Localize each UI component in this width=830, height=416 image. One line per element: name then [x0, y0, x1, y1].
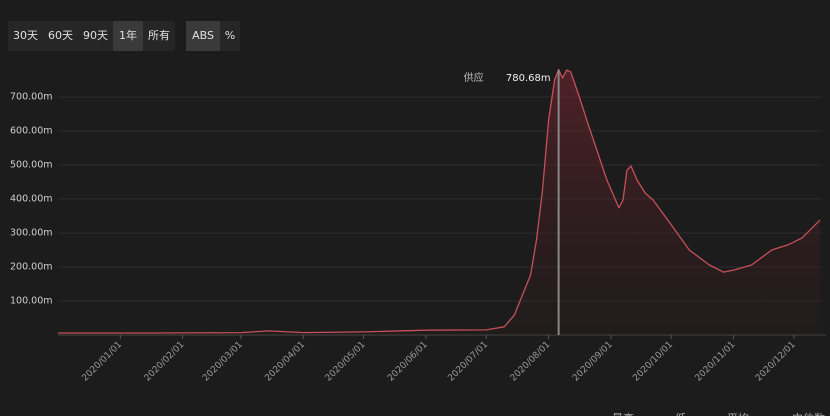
footer-label: 平均: [727, 412, 749, 416]
y-tick-label: 700.00m: [10, 92, 53, 103]
button[interactable]: 90天: [83, 29, 108, 42]
button-selected: [186, 21, 220, 51]
y-tick-label: 100.00m: [10, 296, 53, 307]
button[interactable]: 1年: [119, 28, 137, 42]
line: [58, 68, 821, 334]
footer-label: 低: [675, 412, 686, 416]
button-selected: [113, 21, 143, 51]
y-tick-label: 300.00m: [10, 228, 53, 239]
tooltip-label: 供应: [464, 71, 484, 84]
button[interactable]: 30天: [13, 29, 38, 42]
y-tick-label: 400.00m: [10, 194, 53, 205]
button[interactable]: %: [225, 29, 235, 42]
button[interactable]: 所有: [148, 28, 170, 42]
y-tick-label: 500.00m: [10, 160, 53, 171]
footer-label: 最高: [612, 411, 634, 416]
area-fill: [58, 69, 820, 335]
y-tick-label: 200.00m: [10, 262, 53, 273]
y-tick-label: 600.00m: [10, 126, 53, 137]
button[interactable]: ABS: [192, 29, 214, 42]
footer-label: 中位数: [792, 411, 825, 416]
tooltip-value: 780.68m: [506, 73, 551, 84]
button[interactable]: 60天: [48, 29, 73, 42]
